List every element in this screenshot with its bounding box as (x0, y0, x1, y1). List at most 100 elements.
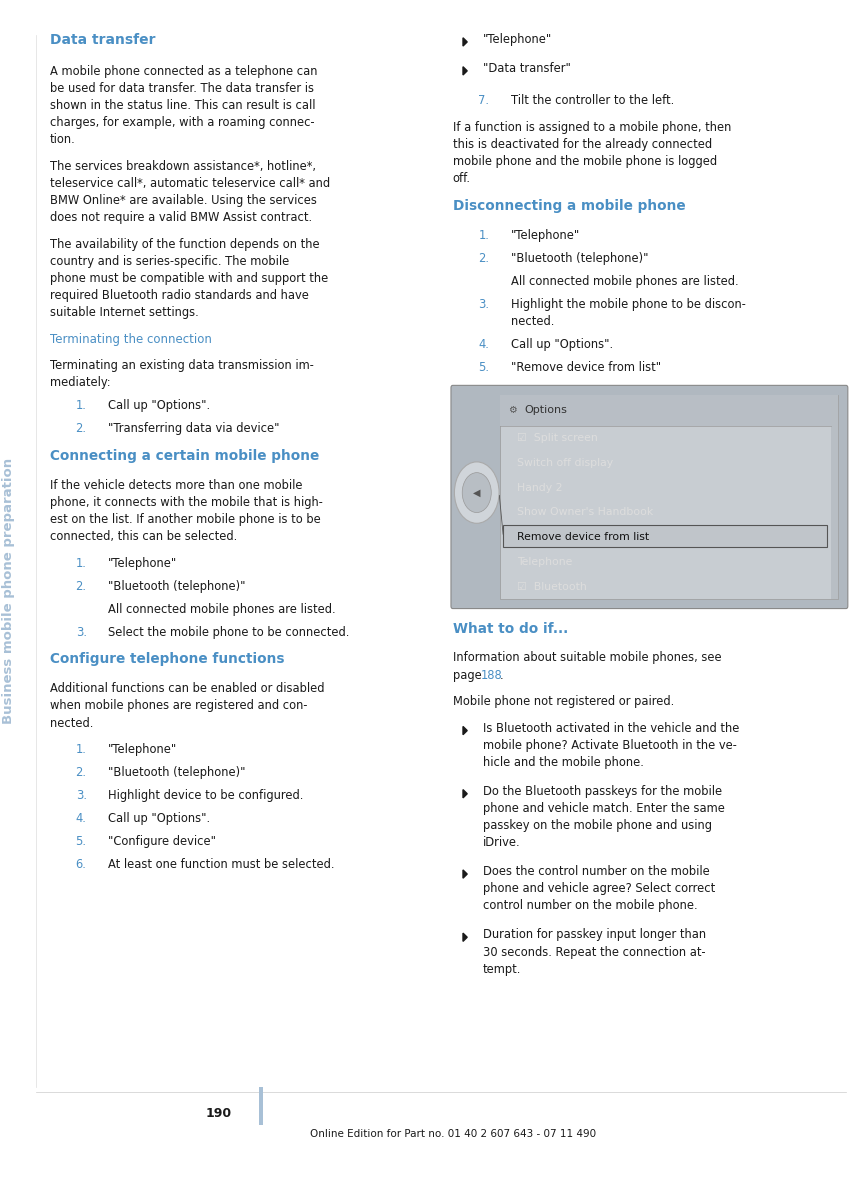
Text: 7.: 7. (478, 94, 490, 107)
Text: required Bluetooth radio standards and have: required Bluetooth radio standards and h… (50, 289, 308, 302)
Text: mediately:: mediately: (50, 377, 111, 390)
Text: Options: Options (524, 405, 567, 416)
Text: Configure telephone functions: Configure telephone functions (50, 652, 284, 666)
Text: "Bluetooth (telephone)": "Bluetooth (telephone)" (108, 580, 246, 593)
Text: Telephone: Telephone (517, 557, 572, 567)
Text: Mobile phone not registered or paired.: Mobile phone not registered or paired. (453, 696, 674, 709)
Text: does not require a valid BMW Assist contract.: does not require a valid BMW Assist cont… (50, 211, 312, 224)
Text: Disconnecting a mobile phone: Disconnecting a mobile phone (453, 198, 685, 213)
Text: "Telephone": "Telephone" (108, 556, 178, 569)
Text: connected, this can be selected.: connected, this can be selected. (50, 530, 237, 543)
Text: 2.: 2. (76, 580, 87, 593)
Text: .: . (500, 668, 503, 681)
Text: iDrive.: iDrive. (483, 836, 521, 849)
Text: If a function is assigned to a mobile phone, then: If a function is assigned to a mobile ph… (453, 122, 731, 135)
Text: tempt.: tempt. (483, 963, 521, 976)
Polygon shape (463, 790, 467, 798)
Text: All connected mobile phones are listed.: All connected mobile phones are listed. (108, 602, 336, 615)
Text: Tilt the controller to the left.: Tilt the controller to the left. (511, 94, 674, 107)
Text: suitable Internet settings.: suitable Internet settings. (50, 306, 198, 319)
Text: phone must be compatible with and support the: phone must be compatible with and suppor… (50, 272, 328, 285)
Text: Select the mobile phone to be connected.: Select the mobile phone to be connected. (108, 626, 350, 639)
Text: Highlight the mobile phone to be discon-: Highlight the mobile phone to be discon- (511, 298, 746, 311)
Text: when mobile phones are registered and con-: when mobile phones are registered and co… (50, 699, 308, 712)
Text: "Telephone": "Telephone" (108, 743, 178, 756)
Text: 1.: 1. (76, 556, 87, 569)
Text: Call up "Options".: Call up "Options". (511, 338, 613, 351)
Text: off.: off. (453, 172, 471, 185)
Text: Highlight device to be configured.: Highlight device to be configured. (108, 789, 303, 802)
Text: page: page (453, 668, 485, 681)
Text: 6.: 6. (76, 859, 87, 872)
FancyBboxPatch shape (451, 385, 848, 608)
Text: The services breakdown assistance*, hotline*,: The services breakdown assistance*, hotl… (50, 159, 316, 172)
Text: Is Bluetooth activated in the vehicle and the: Is Bluetooth activated in the vehicle an… (483, 722, 739, 735)
Text: country and is series-specific. The mobile: country and is series-specific. The mobi… (50, 255, 289, 268)
Text: be used for data transfer. The data transfer is: be used for data transfer. The data tran… (50, 81, 314, 94)
Text: "Transferring data via device": "Transferring data via device" (108, 423, 280, 436)
Text: 4.: 4. (478, 338, 490, 351)
Text: What to do if...: What to do if... (453, 621, 568, 635)
Text: 4.: 4. (76, 813, 87, 826)
Text: hicle and the mobile phone.: hicle and the mobile phone. (483, 756, 643, 769)
Text: nected.: nected. (50, 717, 93, 730)
Text: 3.: 3. (76, 626, 87, 639)
Text: phone, it connects with the mobile that is high-: phone, it connects with the mobile that … (50, 496, 323, 509)
Text: ☑  Split screen: ☑ Split screen (517, 433, 598, 443)
Polygon shape (463, 38, 467, 46)
Text: All connected mobile phones are listed.: All connected mobile phones are listed. (511, 275, 739, 288)
Polygon shape (463, 726, 467, 735)
Text: ⚙: ⚙ (509, 405, 517, 416)
Text: BMW Online* are available. Using the services: BMW Online* are available. Using the ser… (50, 194, 317, 207)
Text: phone and vehicle agree? Select correct: phone and vehicle agree? Select correct (483, 882, 715, 895)
Text: Terminating an existing data transmission im-: Terminating an existing data transmissio… (50, 359, 314, 372)
Text: teleservice call*, automatic teleservice call* and: teleservice call*, automatic teleservice… (50, 177, 330, 190)
Text: this is deactivated for the already connected: this is deactivated for the already conn… (453, 138, 712, 151)
Text: The availability of the function depends on the: The availability of the function depends… (50, 237, 320, 250)
Text: tion.: tion. (50, 133, 76, 146)
Text: "Telephone": "Telephone" (511, 229, 581, 242)
Text: 1.: 1. (478, 229, 490, 242)
Text: Connecting a certain mobile phone: Connecting a certain mobile phone (50, 449, 319, 463)
Bar (259, 1087, 263, 1125)
Text: charges, for example, with a roaming connec-: charges, for example, with a roaming con… (50, 116, 314, 129)
Text: mobile phone and the mobile phone is logged: mobile phone and the mobile phone is log… (453, 155, 716, 169)
Text: est on the list. If another mobile phone is to be: est on the list. If another mobile phone… (50, 513, 320, 526)
Text: 30 seconds. Repeat the connection at-: 30 seconds. Repeat the connection at- (483, 946, 705, 959)
Text: If the vehicle detects more than one mobile: If the vehicle detects more than one mob… (50, 478, 302, 491)
Text: mobile phone? Activate Bluetooth in the ve-: mobile phone? Activate Bluetooth in the … (483, 739, 737, 752)
Text: "Remove device from list": "Remove device from list" (511, 361, 661, 374)
Text: Show Owner's Handbook: Show Owner's Handbook (517, 508, 654, 517)
Text: Handy 2: Handy 2 (517, 483, 563, 492)
Text: 5.: 5. (478, 361, 490, 374)
Text: 5.: 5. (76, 835, 87, 848)
Text: Online Edition for Part no. 01 40 2 607 643 - 07 11 490: Online Edition for Part no. 01 40 2 607 … (309, 1129, 596, 1138)
Text: 2.: 2. (76, 766, 87, 779)
Text: Additional functions can be enabled or disabled: Additional functions can be enabled or d… (50, 683, 325, 696)
Text: Information about suitable mobile phones, see: Information about suitable mobile phones… (453, 652, 722, 665)
Text: shown in the status line. This can result is call: shown in the status line. This can resul… (50, 99, 315, 112)
Text: Call up "Options".: Call up "Options". (108, 399, 210, 412)
Text: 190: 190 (206, 1107, 232, 1121)
Text: Data transfer: Data transfer (50, 33, 155, 47)
Text: 1.: 1. (76, 743, 87, 756)
Bar (500, 394, 831, 425)
Text: Call up "Options".: Call up "Options". (108, 813, 210, 826)
Circle shape (454, 462, 499, 523)
Text: control number on the mobile phone.: control number on the mobile phone. (483, 900, 698, 913)
Text: Do the Bluetooth passkeys for the mobile: Do the Bluetooth passkeys for the mobile (483, 785, 722, 798)
Text: "Bluetooth (telephone)": "Bluetooth (telephone)" (511, 252, 649, 265)
Text: Duration for passkey input longer than: Duration for passkey input longer than (483, 928, 706, 941)
Bar (831, 394, 838, 599)
Text: "Telephone": "Telephone" (483, 33, 552, 46)
Text: Business mobile phone preparation: Business mobile phone preparation (2, 457, 15, 724)
Text: At least one function must be selected.: At least one function must be selected. (108, 859, 335, 872)
Text: 2.: 2. (76, 423, 87, 436)
Text: Does the control number on the mobile: Does the control number on the mobile (483, 866, 710, 879)
Bar (503, 524, 827, 547)
Text: Terminating the connection: Terminating the connection (50, 333, 211, 346)
Text: A mobile phone connected as a telephone can: A mobile phone connected as a telephone … (50, 65, 317, 78)
Text: "Data transfer": "Data transfer" (483, 63, 570, 76)
Text: Switch off display: Switch off display (517, 458, 613, 468)
Polygon shape (463, 933, 467, 941)
